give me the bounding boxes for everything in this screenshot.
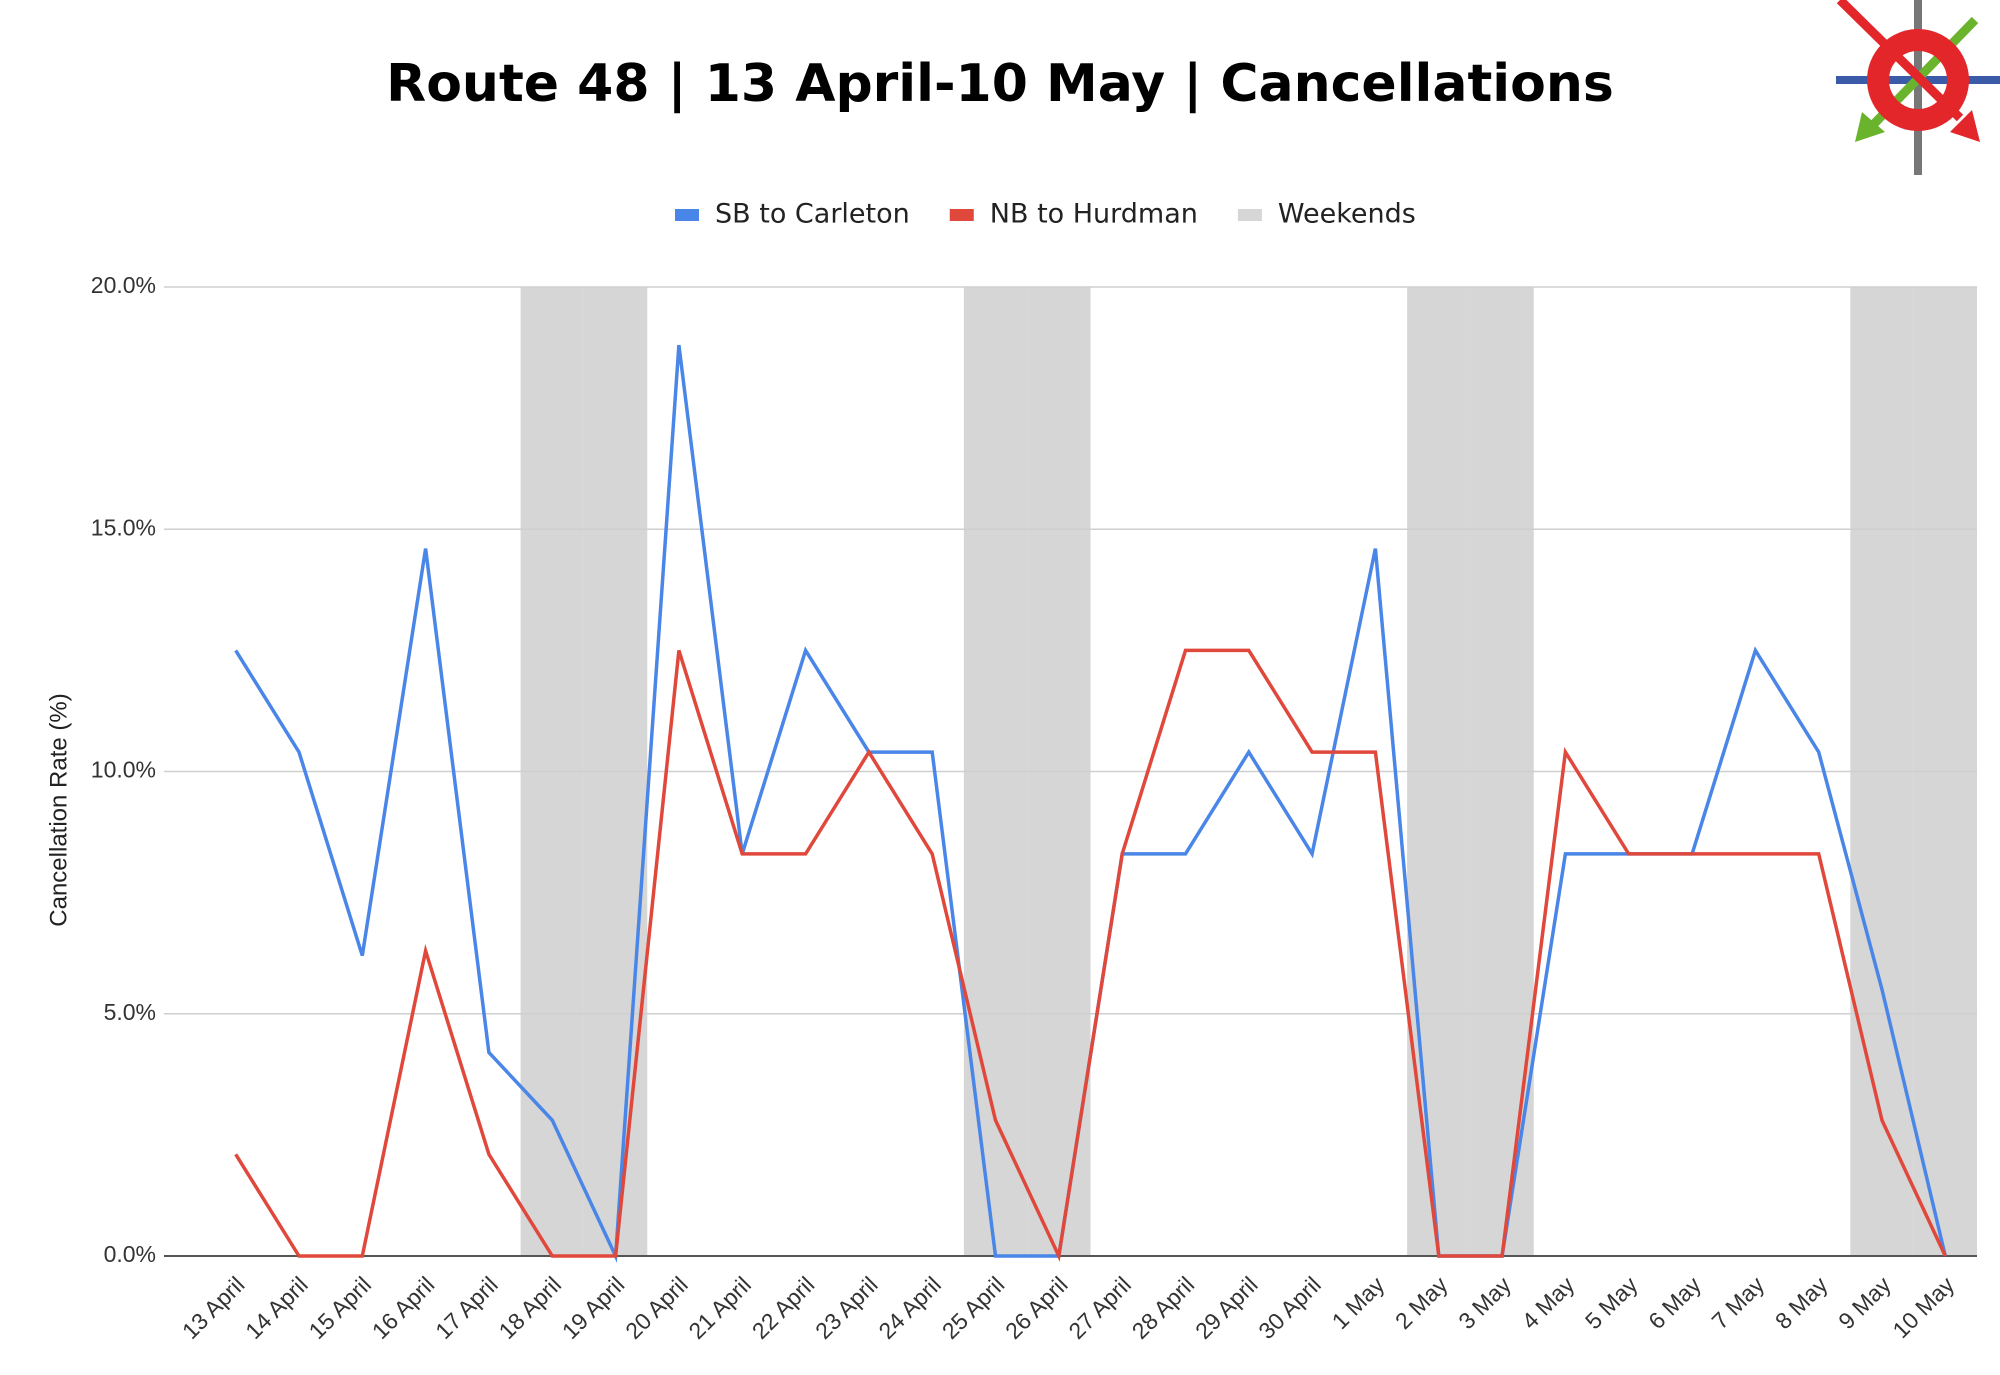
y-tick-label: 0.0%	[104, 1241, 156, 1267]
x-tick-label: 10 May	[1887, 1271, 1959, 1343]
x-tick-label: 29 April	[1190, 1271, 1263, 1344]
x-tick-label: 15 April	[304, 1271, 377, 1344]
x-tick-label: 28 April	[1127, 1271, 1200, 1344]
x-tick-label: 19 April	[557, 1271, 630, 1344]
x-tick-label: 25 April	[937, 1271, 1010, 1344]
y-tick-label: 15.0%	[91, 514, 156, 540]
y-tick-label: 5.0%	[104, 999, 156, 1025]
y-axis-label: Cancellation Rate (%)	[45, 693, 72, 926]
x-tick-label: 5 May	[1580, 1271, 1643, 1334]
x-tick-label: 26 April	[1000, 1271, 1073, 1344]
legend-swatch	[1237, 209, 1262, 221]
x-tick-label: 1 May	[1327, 1271, 1390, 1334]
y-tick-label: 10.0%	[91, 757, 156, 783]
x-tick-label: 20 April	[620, 1271, 693, 1344]
x-tick-label: 4 May	[1517, 1271, 1580, 1334]
x-tick-label: 18 April	[493, 1271, 566, 1344]
legend-label: NB to Hurdman	[990, 199, 1198, 230]
y-tick-label: 20.0%	[91, 272, 156, 298]
x-tick-label: 23 April	[810, 1271, 883, 1344]
legend: SB to Carleton NB to Hurdman Weekends	[675, 199, 1416, 230]
line-series	[234, 648, 1947, 1262]
legend-label: Weekends	[1278, 199, 1416, 230]
x-tick-label: 8 May	[1770, 1271, 1833, 1334]
x-tick-label: 16 April	[367, 1271, 440, 1344]
x-tick-label: 22 April	[747, 1271, 820, 1344]
legend-swatch	[675, 209, 699, 221]
x-tick-label: 27 April	[1063, 1271, 1136, 1344]
chart-title: Route 48 | 13 April-10 May | Cancellatio…	[386, 54, 1614, 114]
x-tick-label: 2 May	[1390, 1271, 1453, 1334]
legend-swatch	[949, 209, 974, 221]
x-tick-label: 30 April	[1253, 1271, 1326, 1344]
legend-label: SB to Carleton	[715, 199, 910, 230]
x-tick-label: 7 May	[1707, 1271, 1770, 1334]
x-tick-label: 3 May	[1453, 1271, 1516, 1334]
x-tick-label: 14 April	[240, 1271, 313, 1344]
logo	[1836, 0, 2000, 175]
x-tick-label: 6 May	[1643, 1271, 1706, 1334]
x-tick-label: 17 April	[430, 1271, 503, 1344]
x-tick-label: 21 April	[683, 1271, 756, 1344]
x-tick-label: 13 April	[177, 1271, 250, 1344]
x-tick-label: 24 April	[873, 1271, 946, 1344]
